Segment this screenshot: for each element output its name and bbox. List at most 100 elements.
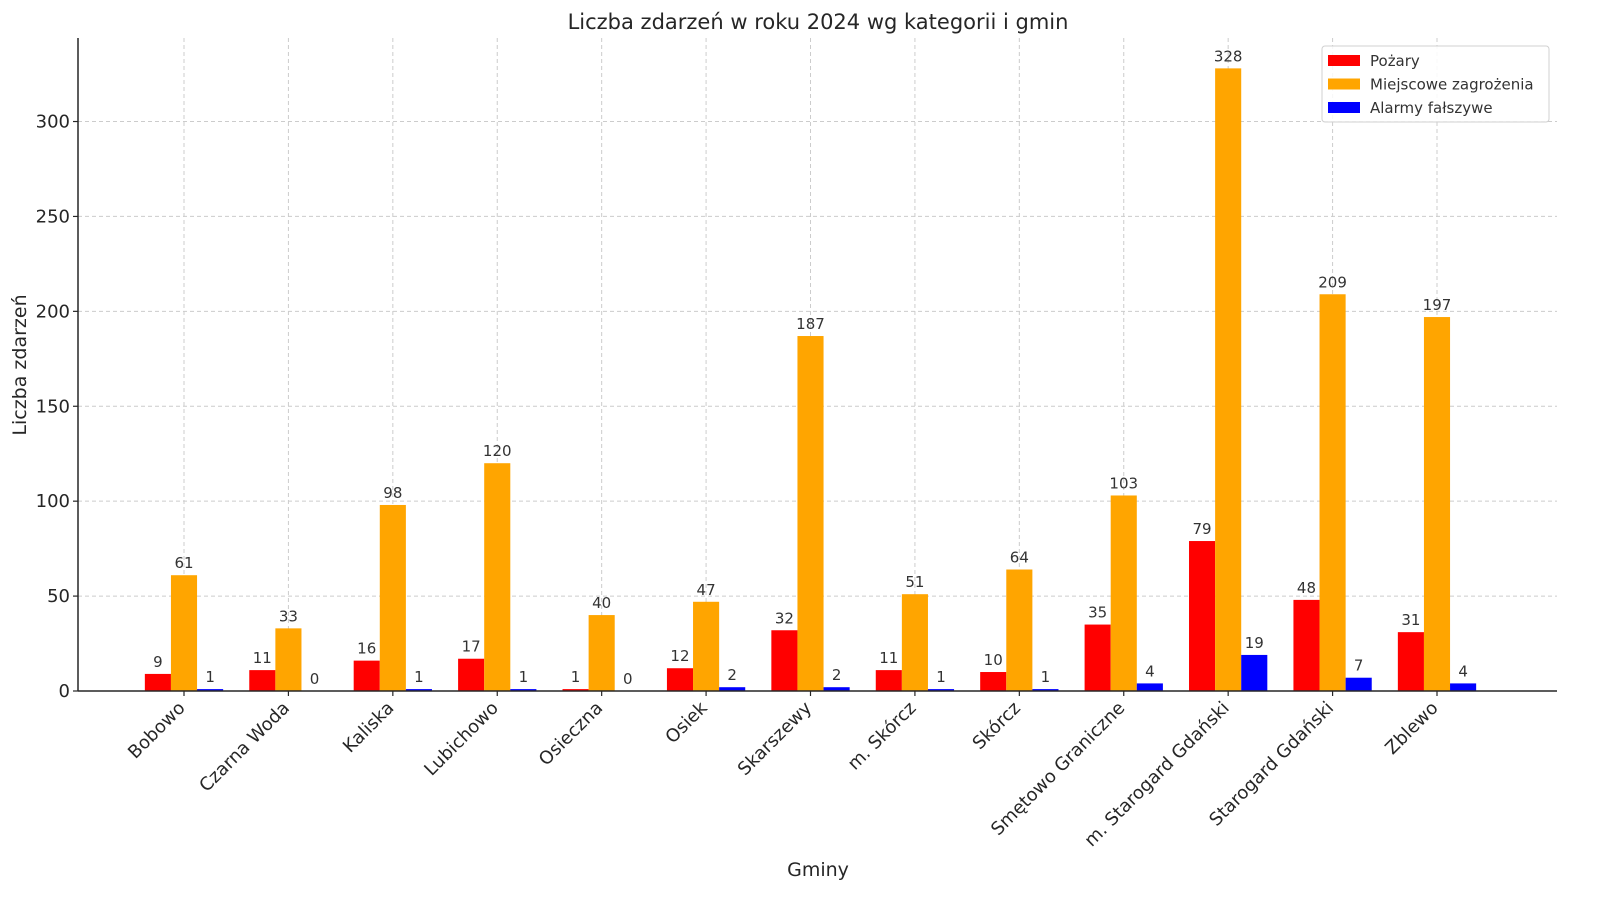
bar-value-label: 103 bbox=[1109, 474, 1138, 492]
y-tick-label: 150 bbox=[36, 396, 70, 417]
bar-miejscowe-zagrożenia bbox=[1215, 68, 1242, 692]
bar-pożary bbox=[771, 630, 798, 691]
x-tick-label: Czarna Woda bbox=[195, 698, 294, 797]
bar-value-label: 1 bbox=[205, 668, 215, 686]
x-tick-label: Bobowo bbox=[124, 698, 189, 763]
bar-pożary bbox=[458, 658, 485, 691]
bar-value-label: 11 bbox=[253, 649, 272, 667]
bar-pożary bbox=[980, 672, 1007, 691]
bar-pożary bbox=[875, 670, 902, 691]
x-tick-label: Kaliska bbox=[339, 698, 398, 757]
bar-pożary bbox=[1397, 632, 1424, 691]
legend-swatch bbox=[1328, 78, 1360, 90]
x-tick-label: Skarszewy bbox=[734, 697, 816, 779]
bar-pożary bbox=[144, 673, 171, 691]
bar-value-label: 33 bbox=[279, 607, 298, 625]
bar-value-label: 1 bbox=[414, 668, 424, 686]
legend-label: Miejscowe zagrożenia bbox=[1370, 76, 1534, 94]
bar-value-label: 48 bbox=[1297, 579, 1316, 597]
bar-miejscowe-zagrożenia bbox=[1110, 495, 1137, 691]
bar-miejscowe-zagrożenia bbox=[1006, 569, 1033, 691]
x-tick-label: m. Skórcz bbox=[844, 698, 921, 775]
bar-value-label: 1 bbox=[519, 668, 529, 686]
y-tick-label: 200 bbox=[36, 301, 70, 322]
bar-value-label: 16 bbox=[357, 640, 376, 658]
bar-value-label: 31 bbox=[1401, 611, 1420, 629]
bar-value-label: 64 bbox=[1010, 549, 1029, 567]
bar-value-label: 328 bbox=[1214, 47, 1243, 65]
bar-alarmy-fałszywe bbox=[823, 687, 850, 691]
bar-miejscowe-zagrożenia bbox=[588, 615, 615, 691]
bar-pożary bbox=[249, 670, 276, 691]
bar-value-label: 4 bbox=[1145, 662, 1155, 680]
bar-alarmy-fałszywe bbox=[1032, 689, 1059, 691]
bar-value-label: 0 bbox=[623, 670, 633, 688]
legend-swatch bbox=[1328, 55, 1360, 66]
bar-value-label: 79 bbox=[1193, 520, 1212, 538]
bar-alarmy-fałszywe bbox=[1136, 683, 1163, 691]
legend-label: Pożary bbox=[1370, 52, 1420, 70]
bar-value-label: 187 bbox=[796, 315, 825, 333]
bar-miejscowe-zagrożenia bbox=[901, 594, 928, 691]
bar-value-label: 47 bbox=[697, 581, 716, 599]
bar-value-label: 61 bbox=[174, 554, 193, 572]
bar-miejscowe-zagrożenia bbox=[170, 575, 198, 691]
y-tick-label: 50 bbox=[47, 586, 70, 607]
bar-alarmy-fałszywe bbox=[405, 689, 432, 691]
bar-value-label: 0 bbox=[310, 670, 320, 688]
bar-alarmy-fałszywe bbox=[197, 689, 224, 691]
bar-value-label: 17 bbox=[462, 638, 481, 656]
bar-value-label: 11 bbox=[879, 649, 898, 667]
bar-value-label: 1 bbox=[1041, 668, 1051, 686]
bar-value-label: 2 bbox=[832, 666, 842, 684]
bar-alarmy-fałszywe bbox=[510, 689, 537, 691]
bar-value-label: 19 bbox=[1245, 634, 1264, 652]
bar-value-label: 1 bbox=[571, 668, 581, 686]
y-tick-label: 100 bbox=[36, 491, 70, 512]
bar-value-label: 35 bbox=[1088, 604, 1107, 622]
y-tick-label: 250 bbox=[36, 206, 70, 227]
bar-miejscowe-zagrożenia bbox=[379, 504, 406, 691]
bar-pożary bbox=[1084, 624, 1111, 691]
legend: Pożary Miejscowe zagrożenia Alarmy fałszyw… bbox=[1321, 45, 1550, 123]
y-tick-label: 0 bbox=[59, 681, 70, 702]
bar-pożary bbox=[1189, 541, 1216, 691]
bar-alarmy-fałszywe bbox=[1345, 677, 1372, 691]
bar-value-label: 51 bbox=[905, 573, 924, 591]
bar-value-label: 32 bbox=[775, 609, 794, 627]
x-tick-label: Skórcz bbox=[969, 698, 1025, 754]
gridlines bbox=[78, 38, 1557, 692]
legend-box bbox=[1321, 45, 1550, 123]
bar-alarmy-fałszywe bbox=[927, 689, 955, 691]
bar-value-label: 1 bbox=[936, 668, 946, 686]
bar-alarmy-fałszywe bbox=[1241, 654, 1268, 691]
bar-miejscowe-zagrożenia bbox=[484, 463, 511, 691]
bar-value-label: 4 bbox=[1458, 662, 1468, 680]
chart-title: Liczba zdarzeń w roku 2024 wg kategorii … bbox=[568, 10, 1069, 34]
y-tick-label: 300 bbox=[36, 112, 70, 133]
bar-miejscowe-zagrożenia bbox=[275, 628, 302, 691]
bar-alarmy-fałszywe bbox=[1450, 683, 1477, 691]
bar-value-label: 209 bbox=[1318, 273, 1347, 291]
bar-value-label: 2 bbox=[727, 666, 737, 684]
bar-miejscowe-zagrożenia bbox=[1423, 317, 1451, 691]
bar-value-label: 9 bbox=[153, 653, 163, 671]
bar-value-label: 12 bbox=[670, 647, 689, 665]
bars bbox=[144, 68, 1477, 692]
bar-value-label: 40 bbox=[592, 594, 611, 612]
legend-swatch bbox=[1328, 102, 1360, 113]
x-tick-label: Lubichowo bbox=[420, 698, 502, 780]
bar-value-label: 7 bbox=[1354, 657, 1364, 675]
y-axis-label: Liczba zdarzeń bbox=[9, 294, 31, 435]
bar-miejscowe-zagrożenia bbox=[1319, 294, 1346, 691]
x-tick-label: Osiek bbox=[661, 697, 712, 748]
bar-pożary bbox=[1293, 599, 1320, 691]
x-tick-label: Osieczna bbox=[535, 698, 607, 770]
x-axis-label: Gminy bbox=[787, 859, 849, 881]
bar-miejscowe-zagrożenia bbox=[693, 601, 720, 691]
legend-label: Alarmy fałszywe bbox=[1370, 99, 1493, 117]
bar-value-label: 120 bbox=[483, 442, 512, 460]
bar-value-label: 197 bbox=[1423, 296, 1452, 314]
